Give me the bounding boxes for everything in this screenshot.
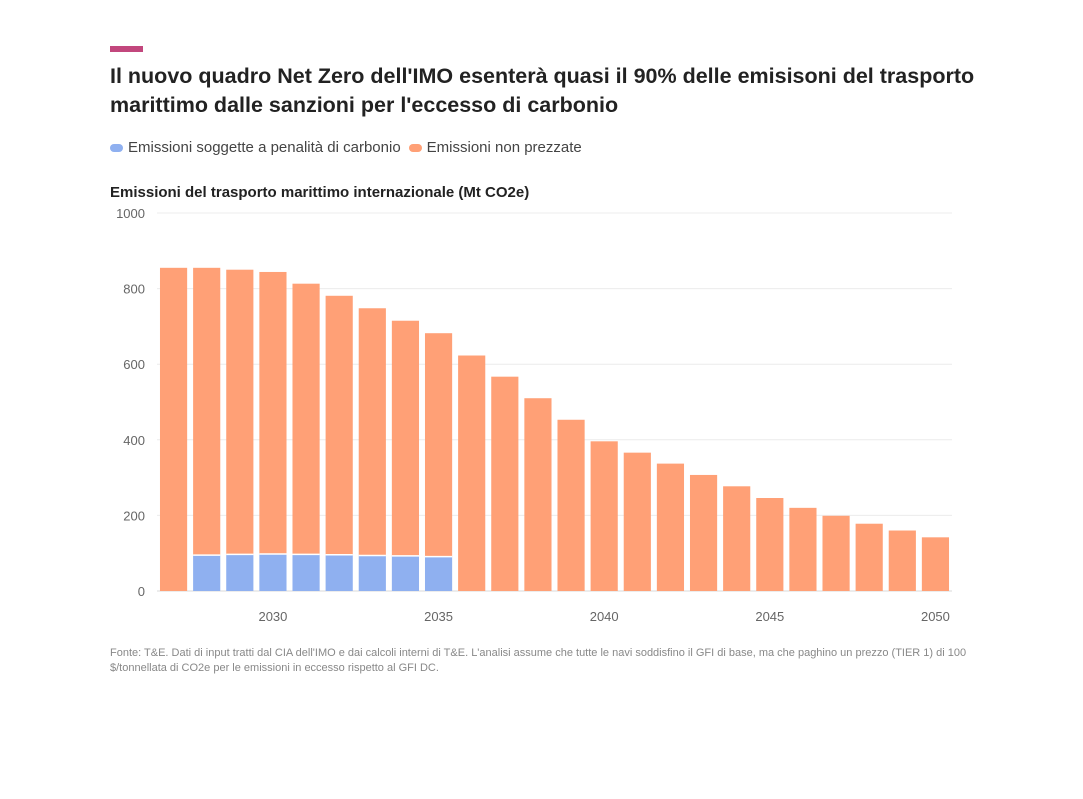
bar-unpriced (193, 267, 221, 556)
bar-unpriced (391, 320, 420, 556)
bar-unpriced (656, 463, 685, 591)
bar-unpriced (557, 419, 585, 591)
bar-penalized (226, 554, 254, 591)
bar-unpriced (855, 523, 883, 591)
legend-item-penalized: Emissioni soggette a penalità di carboni… (110, 139, 401, 156)
legend-swatch-penalized (110, 143, 123, 152)
bar-unpriced (756, 498, 784, 591)
y-tick-label: 400 (123, 433, 145, 448)
gridlines (157, 212, 952, 592)
bar-unpriced (424, 333, 453, 557)
legend-item-unpriced: Emissioni non prezzate (408, 139, 582, 156)
bar-unpriced (226, 269, 254, 555)
bar-unpriced (723, 486, 751, 591)
bar-unpriced (888, 530, 916, 591)
source-note: Fonte: T&E. Dati di input tratti dal CIA… (110, 647, 967, 674)
bar-unpriced (822, 515, 850, 591)
legend-label-penalized: Emissioni soggette a penalità di carboni… (128, 139, 401, 156)
bar-unpriced (524, 398, 552, 591)
x-axis: 2030 2035 2040 2045 2050 (258, 609, 949, 624)
bar-unpriced (590, 441, 618, 591)
legend: Emissioni soggette a penalità di carboni… (110, 139, 590, 156)
bar-unpriced (921, 537, 950, 591)
bar-penalized (292, 554, 320, 591)
legend-label-unpriced: Emissioni non prezzate (426, 139, 582, 156)
bar-unpriced (259, 271, 287, 554)
bar-unpriced (458, 355, 486, 591)
x-tick-label: 2030 (258, 609, 287, 624)
bar-unpriced (358, 308, 386, 556)
x-tick-label: 2045 (755, 609, 784, 624)
bar-penalized (358, 555, 386, 591)
bar-penalized (193, 555, 221, 591)
y-axis: 0 200 400 600 800 1000 (116, 206, 145, 599)
bar-unpriced (325, 295, 353, 555)
bar-penalized (325, 554, 353, 591)
bar-unpriced (623, 452, 651, 591)
y-tick-label: 1000 (116, 206, 145, 221)
bar-unpriced (491, 376, 519, 591)
y-tick-label: 0 (138, 584, 145, 599)
bar-unpriced (689, 474, 718, 591)
y-tick-label: 600 (123, 357, 145, 372)
x-tick-label: 2040 (590, 609, 619, 624)
x-tick-label: 2050 (921, 609, 950, 624)
bar-penalized (391, 555, 420, 591)
y-tick-label: 200 (123, 508, 145, 523)
legend-swatch-unpriced (408, 143, 422, 152)
x-tick-label: 2035 (424, 609, 453, 624)
bar-unpriced (789, 507, 817, 591)
chart-subtitle: Emissioni del trasporto marittimo intern… (110, 184, 530, 201)
bars (159, 267, 950, 591)
accent-bar (110, 46, 143, 52)
chart-title: Il nuovo quadro Net Zero dell'IMO esente… (110, 64, 975, 117)
bar-unpriced (159, 267, 188, 591)
bar-unpriced (292, 283, 320, 555)
bar-penalized (259, 553, 287, 591)
y-tick-label: 800 (123, 282, 145, 297)
bar-penalized (424, 556, 453, 591)
